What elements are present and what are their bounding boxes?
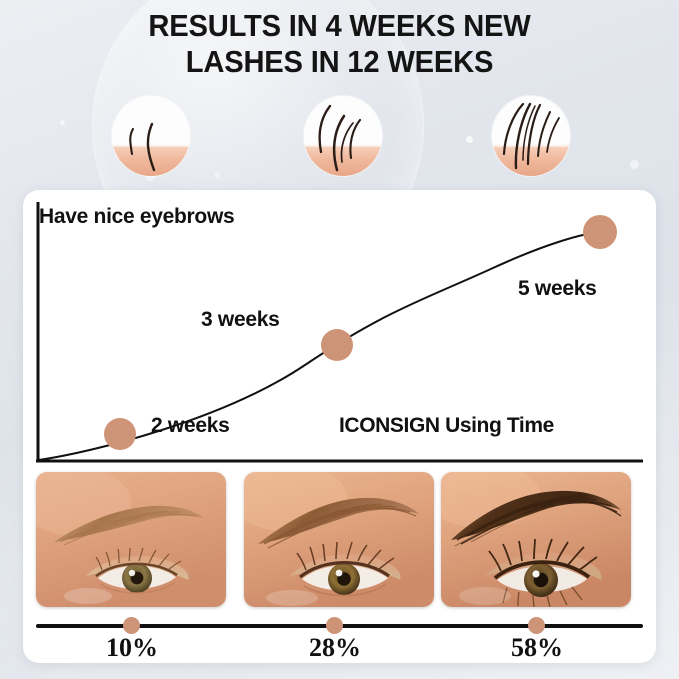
percent-marker-1 xyxy=(123,617,140,634)
page-title-line-1: RESULTS IN 4 WEEKS NEW xyxy=(148,8,531,43)
page-title-line-2: LASHES IN 12 WEEKS xyxy=(185,44,494,79)
hair-strands-3 xyxy=(502,102,560,170)
eyebrow-medium-illustration xyxy=(244,472,434,607)
skin-layer xyxy=(304,144,382,176)
chart-canvas xyxy=(36,202,643,463)
percent-label-1: 10% xyxy=(106,633,158,662)
chart-y-axis-label: Have nice eyebrows xyxy=(39,205,235,228)
follicle-stage-3-icon xyxy=(492,96,570,176)
eye-photo-3 xyxy=(441,472,631,607)
hair-strands-2 xyxy=(318,104,362,172)
eyebrow-light-illustration xyxy=(36,472,226,607)
chart-point-5-weeks xyxy=(583,215,617,249)
chart-curve xyxy=(38,231,599,461)
chart-point-label-3-weeks: 3 weeks xyxy=(201,308,280,331)
results-card: Have nice eyebrows 2 weeks 3 weeks 5 wee… xyxy=(23,190,656,663)
hair-strands-1 xyxy=(129,122,156,172)
percent-marker-3 xyxy=(528,617,545,634)
sparkle-dot xyxy=(60,120,65,125)
sparkle-dot xyxy=(146,172,155,181)
growth-chart: Have nice eyebrows 2 weeks 3 weeks 5 wee… xyxy=(23,190,656,472)
follicle-stage-2-icon xyxy=(304,96,382,176)
chart-point-label-5-weeks: 5 weeks xyxy=(518,277,597,300)
sparkle-dot xyxy=(214,172,220,178)
follicle-icon-row xyxy=(0,96,679,180)
follicle-stage-1-icon xyxy=(112,96,190,176)
eye-photo-2 xyxy=(244,472,434,607)
page-title: RESULTS IN 4 WEEKS NEW LASHES IN 12 WEEK… xyxy=(20,8,658,80)
percent-marker-2 xyxy=(326,617,343,634)
eye-photo-1 xyxy=(36,472,226,607)
chart-point-label-2-weeks: 2 weeks xyxy=(151,414,230,437)
eye-photo-row xyxy=(23,472,656,612)
sparkle-dot xyxy=(630,160,639,169)
percent-label-2: 28% xyxy=(309,633,361,662)
chart-x-axis-label: ICONSIGN Using Time xyxy=(339,414,554,437)
chart-point-3-weeks xyxy=(321,329,353,361)
chart-point-2-weeks xyxy=(104,418,136,450)
sparkle-dot xyxy=(466,136,473,143)
percent-label-3: 58% xyxy=(511,633,563,662)
eyebrow-full-illustration xyxy=(441,472,631,607)
